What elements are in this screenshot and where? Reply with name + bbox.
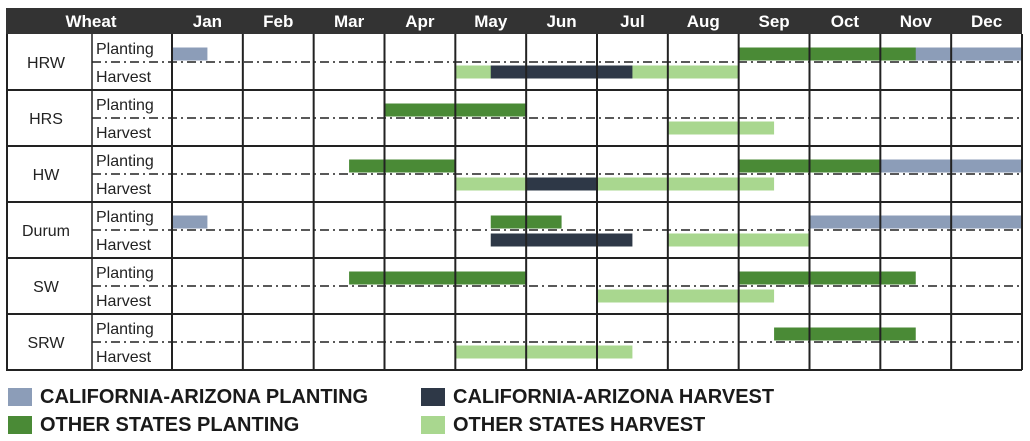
bar-srw-planting-other-planting-0: [774, 327, 916, 341]
legend-swatch-other-harvest: [421, 416, 445, 434]
row-label-harvest: Harvest: [96, 293, 152, 310]
month-label-mar: Mar: [334, 12, 365, 31]
bar-hrw-planting-other-planting-2: [738, 47, 916, 61]
legend-item-ca-harvest: CALIFORNIA-ARIZONA HARVEST: [421, 385, 774, 409]
bar-hrs-harvest-other-harvest-0: [667, 121, 775, 135]
row-label-planting: Planting: [96, 41, 154, 58]
wheat-calendar-chart: Wheat Jan Feb Mar Apr May Jun Jul Aug Sep Oct Nov De…: [6, 8, 1023, 371]
bar-hw-harvest-other-harvest-0: [455, 177, 775, 191]
row-label-harvest: Harvest: [96, 237, 152, 254]
legend-label-other-harvest: OTHER STATES HARVEST: [453, 413, 706, 436]
legend-label-ca-harvest: CALIFORNIA-ARIZONA HARVEST: [453, 385, 775, 408]
legend-item-other-planting: OTHER STATES PLANTING: [8, 413, 299, 437]
crop-label-durum: Durum: [22, 223, 70, 240]
row-label-planting: Planting: [96, 153, 154, 170]
bar-sw-harvest-other-harvest-0: [597, 289, 775, 303]
row-label-harvest: Harvest: [96, 181, 152, 198]
row-label-planting: Planting: [96, 97, 154, 114]
legend-swatch-ca-harvest: [421, 388, 445, 406]
legend-item-ca-planting: CALIFORNIA-ARIZONA PLANTING: [8, 385, 368, 409]
bar-sw-planting-other-planting-1: [738, 271, 916, 285]
month-label-apr: Apr: [405, 12, 435, 31]
row-label-harvest: Harvest: [96, 349, 152, 366]
bar-hrw-planting-ca-planting-0: [172, 47, 208, 61]
bar-durum-harvest-ca-harvest-1: [490, 233, 633, 247]
row-label-harvest: Harvest: [96, 69, 152, 86]
bar-durum-planting-ca-planting-0: [172, 215, 208, 229]
month-label-jun: Jun: [546, 12, 576, 31]
row-label-planting: Planting: [96, 265, 154, 282]
month-label-sep: Sep: [758, 12, 789, 31]
bar-durum-planting-ca-planting-1: [809, 215, 1022, 229]
legend-item-other-harvest: OTHER STATES HARVEST: [421, 413, 705, 437]
crop-label-hw: HW: [33, 167, 61, 184]
crop-label-hrs: HRS: [29, 111, 63, 128]
header-label: Wheat: [66, 12, 117, 31]
legend-label-ca-planting: CALIFORNIA-ARIZONA PLANTING: [40, 385, 369, 408]
crop-label-sw: SW: [33, 279, 60, 296]
row-label-planting: Planting: [96, 209, 154, 226]
month-label-oct: Oct: [831, 12, 860, 31]
row-label-harvest: Harvest: [96, 125, 152, 142]
month-label-feb: Feb: [263, 12, 293, 31]
bar-hw-planting-ca-planting-0: [844, 159, 1022, 173]
legend: CALIFORNIA-ARIZONA PLANTING CALIFORNIA-A…: [8, 381, 1018, 439]
bar-hw-planting-other-planting-1: [349, 159, 456, 173]
legend-swatch-ca-planting: [8, 388, 32, 406]
bar-hrw-harvest-ca-harvest-1: [490, 65, 633, 79]
bar-sw-planting-other-planting-0: [349, 271, 527, 285]
legend-swatch-other-planting: [8, 416, 32, 434]
header-bar: [6, 8, 1022, 34]
month-label-jul: Jul: [620, 12, 645, 31]
crop-label-srw: SRW: [27, 335, 65, 352]
row-label-planting: Planting: [96, 321, 154, 338]
legend-label-other-planting: OTHER STATES PLANTING: [40, 413, 300, 436]
crop-label-hrw: HRW: [27, 55, 66, 72]
month-label-dec: Dec: [971, 12, 1002, 31]
month-label-nov: Nov: [900, 12, 933, 31]
month-label-aug: Aug: [687, 12, 720, 31]
month-label-may: May: [474, 12, 508, 31]
bar-hw-harvest-ca-harvest-1: [526, 177, 597, 191]
bar-srw-harvest-other-harvest-0: [455, 345, 633, 359]
month-label-jan: Jan: [193, 12, 222, 31]
